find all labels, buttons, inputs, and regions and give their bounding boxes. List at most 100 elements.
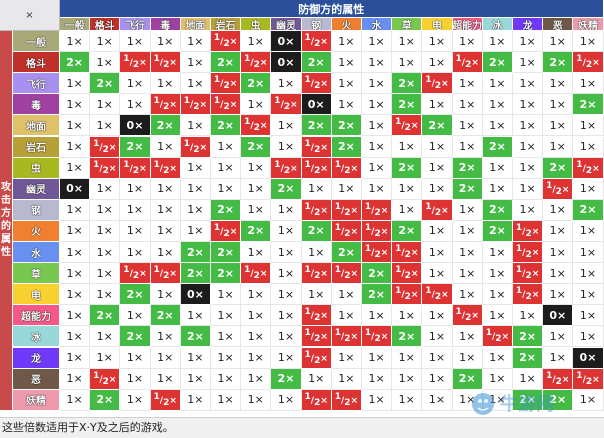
matrix-cell: 1×: [90, 347, 121, 369]
matrix-cell: 1/2×: [150, 389, 181, 411]
matrix-cell: 1×: [362, 136, 393, 158]
matrix-cell: 1×: [211, 305, 242, 327]
matrix-cell: 1×: [90, 242, 121, 264]
matrix-cell: 1×: [60, 347, 91, 369]
matrix-cell: 1×: [452, 115, 483, 137]
matrix-cell: 1×: [211, 136, 242, 158]
row-label-9: 火: [13, 220, 60, 242]
row-label-14: 冰: [13, 326, 60, 348]
column-label-5: 岩石: [211, 18, 242, 31]
matrix-cell: 1×: [90, 220, 121, 242]
matrix-cell: 1×: [180, 31, 211, 53]
column-label-4: 地面: [180, 18, 211, 31]
matrix-cell: 1×: [543, 73, 574, 95]
column-label-6: 虫: [241, 18, 272, 31]
matrix-cell: 1×: [513, 199, 544, 221]
matrix-cell: 1/2×: [301, 305, 332, 327]
matrix-cell: 1×: [211, 326, 242, 348]
matrix-cell: 2×: [241, 73, 272, 95]
matrix-cell: 1/2×: [150, 157, 181, 179]
matrix-cell: 1×: [241, 94, 272, 116]
matrix-cell: 1×: [482, 94, 513, 116]
matrix-cell: 1×: [362, 347, 393, 369]
matrix-cell: 2×: [482, 199, 513, 221]
matrix-cell: 2×: [513, 326, 544, 348]
matrix-cell: 2×: [392, 220, 423, 242]
matrix-cell: 1/2×: [120, 263, 151, 285]
matrix-cell: 1/2×: [301, 347, 332, 369]
matrix-cell: 1×: [422, 157, 453, 179]
row-label-0: 一般: [13, 31, 60, 53]
matrix-cell: 1×: [452, 326, 483, 348]
matrix-cell: 1×: [211, 347, 242, 369]
matrix-cell: 1×: [482, 368, 513, 390]
matrix-cell: 2×: [271, 368, 302, 390]
matrix-cell: 1×: [331, 73, 362, 95]
matrix-cell: 1/2×: [362, 220, 393, 242]
matrix-cell: 1×: [90, 284, 121, 306]
matrix-cell: 1×: [90, 263, 121, 285]
matrix-cell: 1×: [301, 368, 332, 390]
matrix-cell: 1×: [422, 242, 453, 264]
matrix-cell: 1×: [482, 115, 513, 137]
matrix-cell: 2×: [452, 368, 483, 390]
matrix-cell: 1×: [422, 326, 453, 348]
matrix-cell: 2×: [543, 157, 574, 179]
matrix-cell: 1/2×: [241, 52, 272, 74]
row-label-15: 龙: [13, 347, 60, 369]
matrix-cell: 2×: [211, 263, 242, 285]
matrix-cell: 1×: [422, 305, 453, 327]
matrix-cell: 2×: [90, 389, 121, 411]
matrix-cell: 1×: [422, 31, 453, 53]
matrix-cell: 1×: [90, 199, 121, 221]
matrix-cell: 1/2×: [392, 263, 423, 285]
matrix-cell: 1×: [392, 305, 423, 327]
matrix-cell: 0×: [573, 347, 604, 369]
matrix-cell: 2×: [211, 199, 242, 221]
row-label-8: 钢: [13, 199, 60, 221]
column-label-3: 毒: [150, 18, 181, 31]
row-label-16: 恶: [13, 368, 60, 390]
footer-note: 这些倍数适用于X·Y及之后的游戏。: [0, 417, 604, 438]
matrix-cell: 1×: [422, 178, 453, 200]
matrix-cell: 1/2×: [301, 199, 332, 221]
matrix-cell: 0×: [120, 115, 151, 137]
matrix-cell: 1×: [513, 52, 544, 74]
matrix-cell: 1×: [120, 347, 151, 369]
matrix-cell: 1×: [452, 73, 483, 95]
row-label-17: 妖精: [13, 389, 60, 411]
matrix-cell: 1×: [543, 115, 574, 137]
matrix-cell: 1×: [271, 136, 302, 158]
matrix-cell: 1×: [482, 157, 513, 179]
matrix-cell: 1×: [60, 115, 91, 137]
column-label-12: 电: [422, 18, 453, 31]
matrix-cell: 1/2×: [573, 157, 604, 179]
matrix-cell: 1×: [150, 242, 181, 264]
matrix-cell: 1×: [180, 368, 211, 390]
matrix-cell: 2×: [301, 52, 332, 74]
matrix-cell: 0×: [543, 305, 574, 327]
matrix-cell: 1×: [271, 115, 302, 137]
matrix-cell: 2×: [211, 242, 242, 264]
matrix-cell: 1×: [180, 178, 211, 200]
matrix-cell: 1×: [120, 199, 151, 221]
matrix-cell: 1×: [573, 263, 604, 285]
matrix-cell: 1×: [573, 284, 604, 306]
matrix-cell: 1×: [60, 368, 91, 390]
matrix-cell: 1×: [180, 220, 211, 242]
matrix-cell: 1/2×: [241, 263, 272, 285]
matrix-cell: 1×: [482, 73, 513, 95]
matrix-cell: 2×: [392, 94, 423, 116]
matrix-cell: 1/2×: [362, 242, 393, 264]
matrix-cell: 1×: [513, 115, 544, 137]
matrix-cell: 1×: [482, 284, 513, 306]
row-label-12: 电: [13, 284, 60, 306]
matrix-cell: 1×: [573, 389, 604, 411]
matrix-cell: 1/2×: [452, 52, 483, 74]
matrix-cell: 1×: [271, 305, 302, 327]
matrix-cell: 1×: [362, 115, 393, 137]
matrix-cell: 1/2×: [301, 157, 332, 179]
matrix-cell: 1×: [120, 31, 151, 53]
matrix-cell: 2×: [211, 52, 242, 74]
